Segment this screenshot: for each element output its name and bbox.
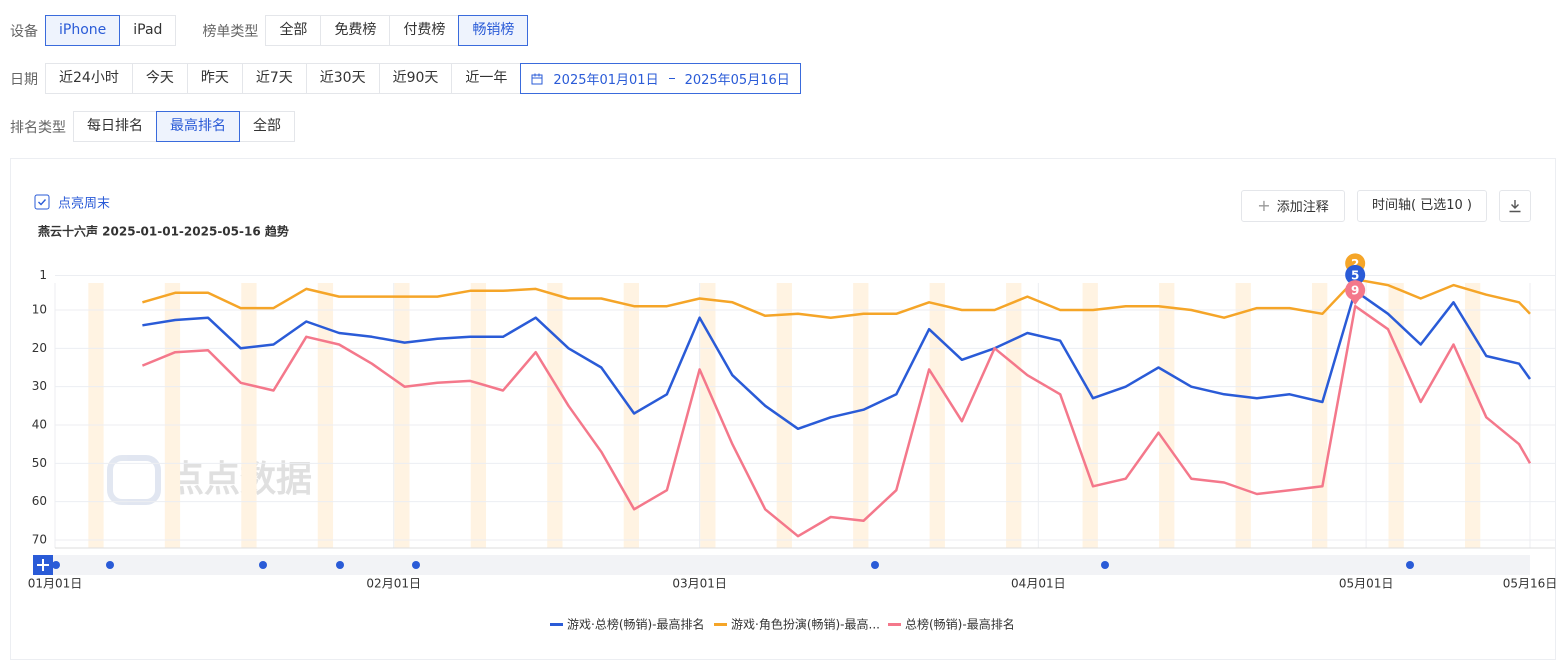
y-tick-label: 20 (32, 341, 47, 355)
filter-button[interactable]: 全部 (265, 15, 322, 46)
weekend-band (164, 283, 181, 548)
filter-label: 排名类型 (10, 119, 66, 136)
filter-label: 日期 (10, 71, 38, 88)
button-label: 时间轴( 已选10 ) (1372, 198, 1472, 213)
check-mark (38, 199, 47, 206)
date-button[interactable]: 近30天 (305, 63, 380, 94)
y-tick-label: 60 (32, 494, 47, 508)
peak-label: 9 (1351, 284, 1359, 298)
filter-button[interactable]: 付费榜 (389, 15, 460, 46)
chart: 点亮周末 燕云十六声 2025-01-01-2025-05-16 趋势 点点数据… (28, 194, 1558, 632)
button-label: 添加注释 (1276, 200, 1329, 215)
x-tick-label: 02月01日 (366, 577, 421, 591)
filter-row: 排名类型 每日排名 最高排名 全部 (10, 111, 321, 142)
watermark: 点点数据 (107, 455, 312, 505)
weekend-band (88, 283, 104, 548)
button-group: iPhone iPad (45, 15, 177, 46)
series-line (141, 304, 1532, 538)
legend-label: 游戏·总榜(畅销)-最高排名 (567, 617, 705, 632)
y-tick-label: 30 (32, 379, 47, 393)
weekend-band (623, 283, 639, 548)
weekend-band (394, 283, 410, 548)
button-group: 近24小时 今天 昨天 近7天 近30天 近90天 近一年 2025年01月01日 2025年0… (45, 63, 801, 94)
x-tick-label: 03月01日 (672, 577, 727, 591)
series-line (142, 278, 1531, 319)
button-group: 每日排名 最高排名 全部 (73, 111, 295, 142)
timeline-bar (35, 555, 1530, 575)
timeline-events (52, 561, 1414, 569)
button-group: 全部 免费榜 付费榜 畅销榜 (265, 15, 529, 46)
weekend-band (317, 283, 334, 548)
weekend-band (1006, 283, 1022, 548)
legend-label: 总榜(畅销)-最高排名 (905, 617, 1015, 632)
filter-button[interactable]: 免费榜 (320, 15, 391, 46)
filter-row: 设备 iPhone iPad 榜单类型 全部 免费榜 付费榜 畅销榜 (10, 15, 554, 46)
chart-title: 燕云十六声 2025-01-01-2025-05-16 趋势 (38, 224, 289, 239)
x-tick-label: 04月01日 (1011, 577, 1066, 591)
filter-label: 榜单类型 (202, 23, 259, 40)
weekend-band (1082, 283, 1098, 548)
date-range[interactable]: 2025年01月01日 2025年05月16日 (520, 63, 801, 94)
legend-swatch (550, 623, 563, 626)
y-tick-label: 70 (32, 533, 47, 547)
peak-pin-head (1345, 264, 1366, 285)
legend-label: 游戏·角色扮演(畅销)-最高... (731, 617, 880, 632)
weekend-band (241, 283, 257, 548)
y-tick-label: 1 (39, 268, 47, 282)
peak-pin-head (1345, 280, 1366, 301)
download-button[interactable] (1499, 190, 1531, 222)
date-start: 2025年01月01日 (553, 73, 659, 88)
weekend-band (929, 283, 945, 548)
filter-button[interactable]: iPhone (45, 15, 121, 46)
watermark-text: 点点数据 (168, 459, 312, 500)
date-separator (668, 78, 675, 79)
weekend-band (1159, 283, 1175, 548)
y-tick-label: 40 (32, 418, 47, 432)
series-line (142, 289, 1532, 431)
weekend-toggle-label[interactable]: 点亮周末 (58, 196, 110, 212)
add-note-button[interactable]: + 添加注释 (1241, 190, 1345, 222)
weekend-band (1388, 283, 1404, 548)
weekend-checkbox[interactable] (34, 194, 50, 210)
filter-button[interactable]: 最高排名 (156, 111, 240, 142)
date-button[interactable]: 近一年 (451, 63, 522, 94)
peak-label: 5 (1351, 268, 1359, 282)
y-tick-label: 10 (32, 303, 47, 317)
weekend-band (547, 283, 563, 548)
x-tick-label: 01月01日 (28, 577, 83, 591)
weekend-band (470, 283, 487, 548)
filter-button[interactable]: 全部 (239, 111, 295, 142)
date-button[interactable]: 近7天 (241, 63, 307, 94)
date-button[interactable]: 近24小时 (45, 63, 133, 94)
legend-swatch (714, 623, 727, 626)
filter-row: 日期 近24小时 今天 昨天 近7天 近30天 近90天 近一年 2025年01月01日 2025… (10, 63, 827, 94)
timeline-button[interactable]: 时间轴( 已选10 ) (1357, 190, 1487, 222)
weekend-band (1235, 283, 1251, 548)
filter-button[interactable]: 每日排名 (73, 111, 157, 142)
weekend-band (853, 283, 869, 548)
weekend-band (776, 283, 792, 548)
weekend-band (1464, 283, 1481, 548)
x-tick-label: 05月16日 (1503, 577, 1558, 591)
x-tick-label: 05月01日 (1339, 577, 1394, 591)
date-button[interactable]: 昨天 (186, 63, 243, 94)
page: {"filters": [ {"label": "设备", "options":… (10, 15, 1558, 660)
date-end: 2025年05月16日 (684, 73, 790, 88)
calendar-icon (531, 73, 543, 84)
filter-button[interactable]: iPad (119, 15, 177, 46)
weekend-band (1312, 283, 1328, 548)
legend-swatch (888, 623, 901, 626)
filter-button[interactable]: 畅销榜 (458, 15, 529, 46)
plus-icon (37, 559, 49, 571)
peak-label: 2 (1351, 257, 1359, 271)
filter-label: 设备 (10, 23, 38, 40)
download-icon (1509, 200, 1521, 213)
y-tick-label: 50 (32, 456, 47, 470)
weekend-band (700, 283, 716, 548)
